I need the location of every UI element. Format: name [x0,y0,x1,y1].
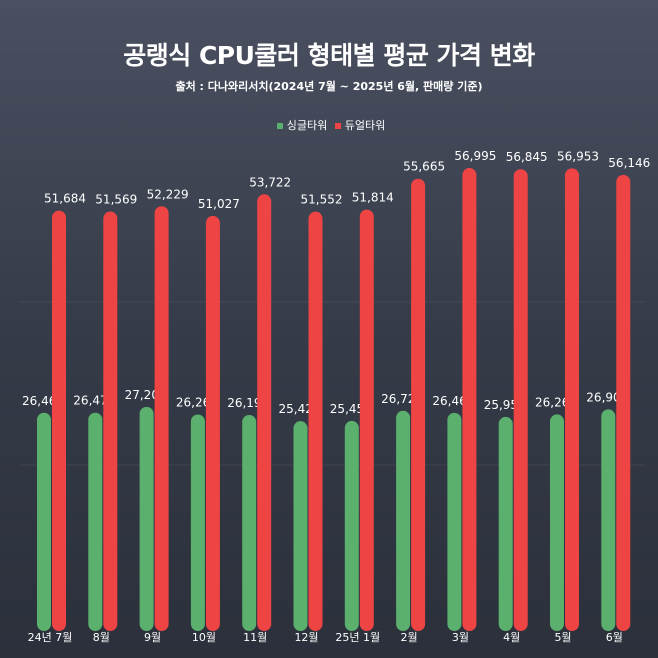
single-tower-bar [447,412,462,631]
x-tick-label: 6월 [606,631,623,644]
dual-tower-label: 51,027 [198,197,240,211]
dual-tower-bar [257,194,272,632]
x-tick-label: 10월 [192,631,216,644]
dual-tower-bar [205,215,220,631]
x-tick-label: 9월 [144,631,161,644]
dual-tower-bar [616,174,631,631]
dual-tower-label: 52,229 [147,187,189,201]
legend-label-single: 싱글타워 [286,119,328,132]
dual-tower-bar [565,168,579,631]
single-tower-bar [88,412,103,631]
legend-swatch-single [276,122,283,129]
legend-swatch-dual [334,122,341,129]
x-tick-label: 11월 [243,631,267,644]
dual-tower-label: 51,552 [301,193,343,207]
single-tower-bar [601,409,616,631]
x-tick-label: 24년 7월 [28,631,73,644]
single-tower-bar [190,414,205,631]
dual-tower-bar [462,168,477,631]
x-tick-label: 2월 [401,631,418,644]
dual-tower-label: 51,814 [352,191,394,205]
single-tower-bar [242,414,257,631]
single-tower-bar [139,406,154,631]
dual-tower-bar [308,211,323,632]
single-tower-bar [293,421,308,631]
x-tick-label: 4월 [503,631,520,644]
x-tick-label: 3월 [452,631,469,644]
dual-tower-bar [513,169,528,631]
dual-tower-label: 51,569 [95,193,137,207]
single-tower-bar [396,410,411,631]
dual-tower-bar [154,206,169,631]
x-tick-label: 8월 [93,631,110,644]
single-tower-bar [550,414,564,631]
dual-tower-bar [52,210,66,631]
single-tower-bar [344,420,359,631]
single-tower-bar [37,412,51,631]
chart-title: 공랭식 CPU쿨러 형태별 평균 가격 변화 [123,41,535,70]
dual-tower-label: 56,995 [454,149,496,163]
chart-subtitle: 출처 : 다나와리서치(2024년 7월 ~ 2025년 6월, 판매량 기준) [175,80,483,93]
x-tick-label: 25년 1월 [335,631,380,644]
dual-tower-label: 51,684 [44,192,86,206]
legend: 싱글타워 듀얼타워 [0,117,658,133]
dual-tower-bar [359,209,374,631]
legend-label-dual: 듀얼타워 [344,119,386,132]
dual-tower-label: 56,146 [608,156,650,170]
single-tower-bar [498,416,513,631]
dual-tower-label: 53,722 [249,175,291,189]
x-tick-label: 5월 [554,631,571,644]
dual-tower-bar [411,178,426,631]
dual-tower-label: 55,665 [403,160,445,174]
dual-tower-bar [103,211,118,631]
dual-tower-label: 56,845 [506,150,548,164]
x-tick-label: 12월 [294,631,318,644]
dual-tower-label: 56,953 [557,149,599,163]
